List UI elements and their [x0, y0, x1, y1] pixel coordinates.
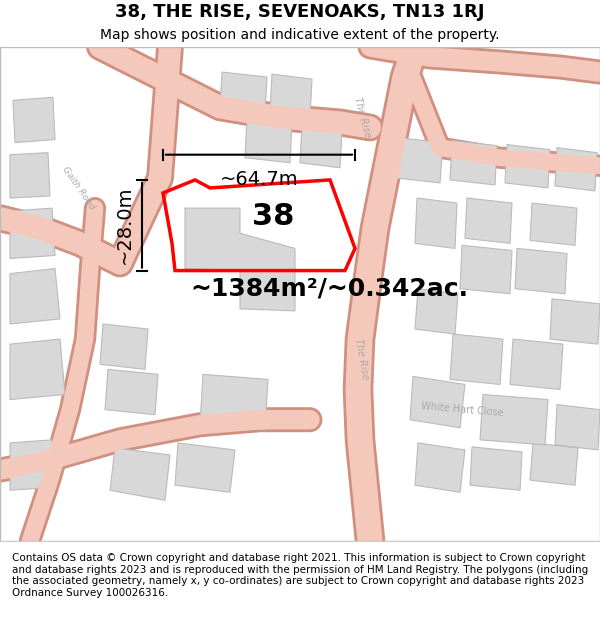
- Text: ~28.0m: ~28.0m: [115, 186, 134, 264]
- Text: 38: 38: [252, 202, 295, 231]
- Polygon shape: [410, 376, 465, 428]
- Text: The Rise: The Rise: [352, 96, 372, 139]
- Polygon shape: [415, 198, 457, 248]
- Polygon shape: [415, 289, 458, 334]
- Polygon shape: [450, 141, 497, 185]
- Polygon shape: [515, 248, 567, 294]
- Polygon shape: [245, 118, 292, 162]
- Polygon shape: [100, 324, 148, 369]
- Polygon shape: [395, 138, 443, 183]
- Polygon shape: [105, 369, 158, 414]
- Polygon shape: [270, 74, 312, 118]
- Polygon shape: [555, 148, 597, 191]
- Polygon shape: [480, 394, 548, 445]
- Polygon shape: [10, 269, 60, 324]
- Polygon shape: [10, 208, 55, 259]
- Polygon shape: [550, 299, 600, 344]
- Text: The Rise: The Rise: [353, 338, 371, 381]
- Polygon shape: [185, 208, 295, 311]
- Text: Map shows position and indicative extent of the property.: Map shows position and indicative extent…: [100, 28, 500, 42]
- Polygon shape: [200, 374, 268, 430]
- Polygon shape: [530, 443, 578, 485]
- Polygon shape: [300, 124, 342, 168]
- Polygon shape: [110, 448, 170, 501]
- Polygon shape: [505, 144, 550, 188]
- Polygon shape: [10, 152, 50, 198]
- Polygon shape: [10, 440, 55, 490]
- Text: White Hart Close: White Hart Close: [421, 401, 503, 418]
- Text: ~64.7m: ~64.7m: [220, 170, 298, 189]
- Text: ~1384m²/~0.342ac.: ~1384m²/~0.342ac.: [190, 277, 468, 301]
- Polygon shape: [530, 203, 577, 246]
- Text: 38, THE RISE, SEVENOAKS, TN13 1RJ: 38, THE RISE, SEVENOAKS, TN13 1RJ: [115, 2, 485, 21]
- Polygon shape: [220, 72, 267, 112]
- Polygon shape: [415, 443, 465, 493]
- Polygon shape: [470, 447, 522, 490]
- Polygon shape: [460, 246, 512, 294]
- Polygon shape: [555, 404, 600, 450]
- Polygon shape: [13, 98, 55, 142]
- Polygon shape: [450, 334, 503, 384]
- Polygon shape: [10, 339, 65, 399]
- Text: Contains OS data © Crown copyright and database right 2021. This information is : Contains OS data © Crown copyright and d…: [12, 553, 588, 598]
- Polygon shape: [175, 443, 235, 493]
- Polygon shape: [465, 198, 512, 243]
- Text: Gaith Road: Gaith Road: [60, 165, 96, 211]
- Polygon shape: [510, 339, 563, 389]
